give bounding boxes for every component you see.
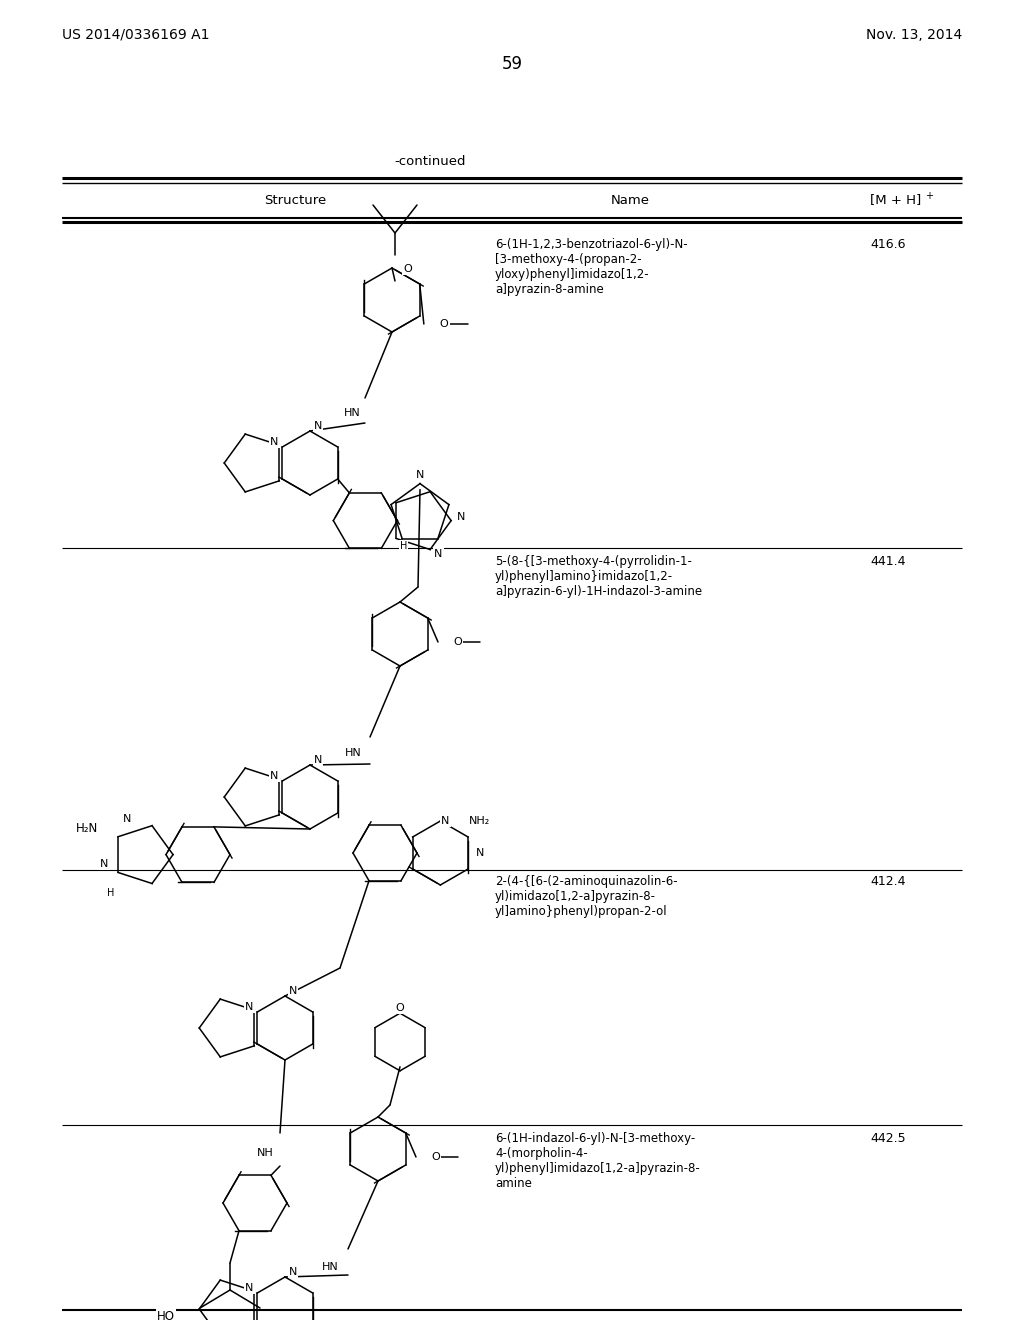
Text: H: H [106,888,115,898]
Text: 6-(1H-indazol-6-yl)-N-[3-methoxy-
4-(morpholin-4-
yl)phenyl]imidazo[1,2-a]pyrazi: 6-(1H-indazol-6-yl)-N-[3-methoxy- 4-(mor… [495,1133,700,1191]
Text: O: O [440,319,449,329]
Text: O: O [403,264,412,275]
Text: N: N [270,771,279,781]
Text: N: N [100,859,109,869]
Text: HO: HO [157,1309,175,1320]
Text: O: O [431,1152,439,1162]
Text: H₂N: H₂N [76,822,98,836]
Text: Name: Name [610,194,649,206]
Text: O: O [453,638,462,647]
Text: 5-(8-{[3-methoxy-4-(pyrrolidin-1-
yl)phenyl]amino}imidazo[1,2-
a]pyrazin-6-yl)-1: 5-(8-{[3-methoxy-4-(pyrrolidin-1- yl)phe… [495,554,702,598]
Text: N: N [416,470,424,479]
Text: US 2014/0336169 A1: US 2014/0336169 A1 [62,28,210,42]
Text: O: O [395,1003,404,1014]
Text: 59: 59 [502,55,522,73]
Text: N: N [289,1267,297,1276]
Text: N: N [457,512,466,521]
Text: HN: HN [345,748,361,758]
Text: 412.4: 412.4 [870,875,905,888]
Text: Structure: Structure [264,194,326,206]
Text: 442.5: 442.5 [870,1133,905,1144]
Text: N: N [313,421,323,432]
Text: +: + [925,191,933,201]
Text: NH₂: NH₂ [469,816,490,826]
Text: N: N [270,437,279,447]
Text: 6-(1H-1,2,3-benzotriazol-6-yl)-N-
[3-methoxy-4-(propan-2-
yloxy)phenyl]imidazo[1: 6-(1H-1,2,3-benzotriazol-6-yl)-N- [3-met… [495,238,688,296]
Text: N: N [476,847,484,858]
Text: [M + H]: [M + H] [870,194,922,206]
Text: 441.4: 441.4 [870,554,905,568]
Text: HN: HN [344,408,360,418]
Text: 2-(4-{[6-(2-aminoquinazolin-6-
yl)imidazo[1,2-a]pyrazin-8-
yl]amino}phenyl)propa: 2-(4-{[6-(2-aminoquinazolin-6- yl)imidaz… [495,875,678,917]
Text: -continued: -continued [394,154,466,168]
Text: HN: HN [322,1262,338,1272]
Text: N: N [441,816,450,826]
Text: N: N [313,755,323,766]
Text: N: N [245,1283,254,1294]
Text: N: N [434,549,442,558]
Text: N: N [123,814,131,825]
Text: Nov. 13, 2014: Nov. 13, 2014 [865,28,962,42]
Text: 416.6: 416.6 [870,238,905,251]
Text: N: N [245,1002,254,1012]
Text: NH: NH [257,1148,273,1158]
Text: H: H [400,541,408,552]
Text: N: N [289,986,297,997]
